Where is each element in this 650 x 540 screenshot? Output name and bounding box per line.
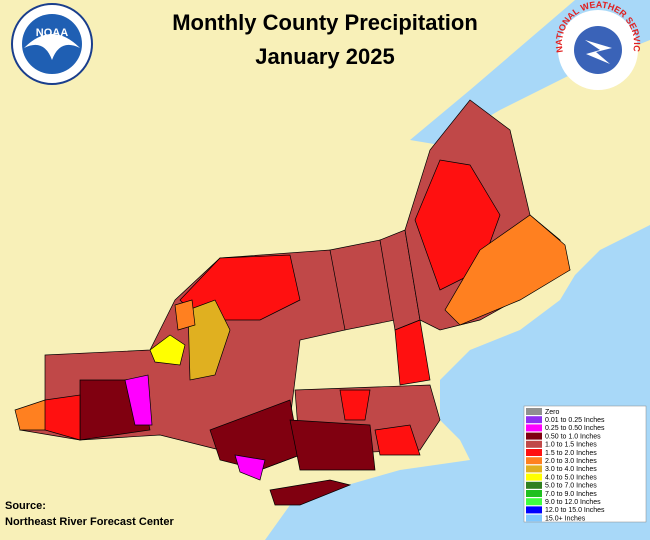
map-subtitle: January 2025 [255,44,394,69]
county-region [374,424,421,456]
legend-label: 0.50 to 1.0 Inches [545,433,601,440]
source-label: Source: [5,500,46,512]
legend-swatch [526,457,542,465]
legend-swatch [526,473,542,481]
county-region [124,374,153,426]
county-region [444,214,571,326]
map-title: Monthly County Precipitation [172,10,478,35]
county-region [289,419,376,471]
legend-label: 3.0 to 4.0 Inches [545,466,597,473]
legend-swatch [526,490,542,497]
legend-swatch [526,432,542,440]
legend-label: 0.25 to 0.50 Inches [545,425,605,432]
county-region [44,394,81,441]
noaa-text: NOAA [36,27,68,39]
legend-swatch [526,449,542,456]
source-text: Northeast River Forecast Center [5,516,174,528]
legend-label: 5.0 to 7.0 Inches [545,483,597,490]
legend-swatch [526,481,542,489]
legend-swatch [526,506,542,514]
legend-label: 9.0 to 12.0 Inches [545,499,601,506]
county-region [149,334,186,366]
legend-label: 1.0 to 1.5 Inches [545,442,597,449]
legend-label: 12.0 to 15.0 Inches [545,507,605,514]
county-region [269,479,352,506]
county-region [187,299,231,381]
legend-label: 1.5 to 2.0 Inches [545,450,597,457]
county-region [174,299,196,331]
legend-swatch [526,440,542,448]
legend-label: Zero [545,409,560,416]
legend-swatch [526,424,542,432]
legend-label: 0.01 to 0.25 Inches [545,417,605,424]
legend-label: 7.0 to 9.0 Inches [545,491,597,498]
legend-swatch [526,498,542,506]
county-region [394,319,431,386]
legend-label: 15.0+ Inches [545,515,586,522]
county-region [234,454,266,481]
legend-swatch [526,408,542,415]
noaa-logo: NOAA [11,3,93,85]
legend-label: 4.0 to 5.0 Inches [545,474,597,481]
county-region [339,389,371,421]
legend-swatch [526,416,542,424]
legend-swatch [526,514,542,522]
legend-label: 2.0 to 3.0 Inches [545,458,597,465]
legend-box [523,405,647,523]
county-region [209,399,301,471]
legend-swatch [526,465,542,473]
